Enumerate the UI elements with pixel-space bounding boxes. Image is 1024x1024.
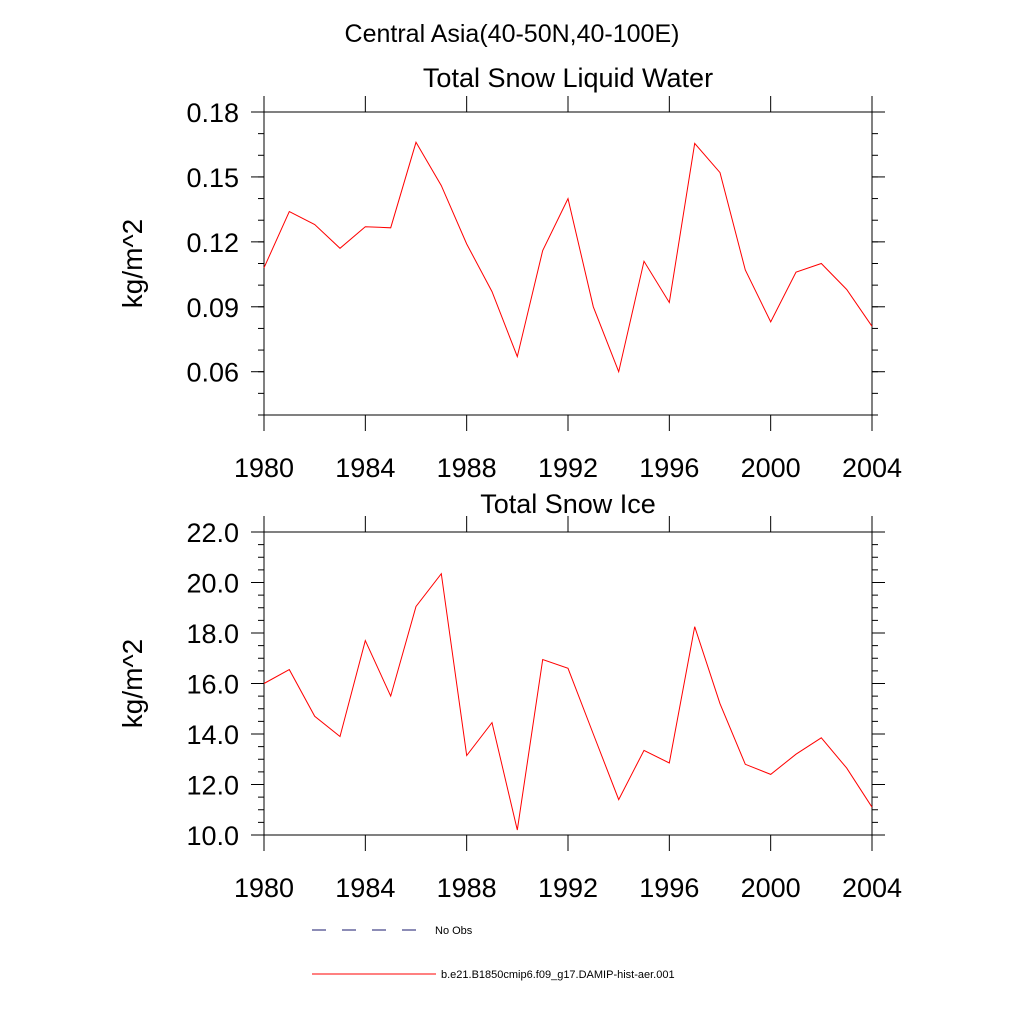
- y-tick-label: 0.09: [186, 293, 239, 323]
- y-axis-label: kg/m^2: [117, 219, 148, 308]
- y-tick-label: 22.0: [186, 518, 239, 548]
- legend: No Obs b.e21.B1850cmip6.f09_g17.DAMIP-hi…: [312, 925, 675, 981]
- x-tick-label: 1996: [639, 453, 699, 483]
- x-tick-label: 1980: [234, 453, 294, 483]
- y-tick-label: 0.18: [186, 98, 239, 128]
- y-tick-label: 18.0: [186, 619, 239, 649]
- panel-snow-liquid-water: Total Snow Liquid Water kg/m^2 1980 1984 198…: [117, 63, 902, 483]
- x-tick-label: 1988: [437, 873, 497, 903]
- y-tick-label: 16.0: [186, 670, 239, 700]
- x-tick-label: 2000: [741, 453, 801, 483]
- x-tick-label: 1996: [639, 873, 699, 903]
- legend-obs-label: No Obs: [435, 925, 473, 937]
- y-tick-label: 20.0: [186, 569, 239, 599]
- y-tick-label: 0.12: [186, 228, 239, 258]
- x-tick-label: 2004: [842, 453, 902, 483]
- x-tick-label: 2004: [842, 873, 902, 903]
- series-line: [263, 572, 873, 831]
- series-line: [263, 141, 873, 374]
- y-tick-label: 0.06: [186, 358, 239, 388]
- x-tick-label: 1988: [437, 453, 497, 483]
- chart-title: Total Snow Ice: [480, 489, 656, 519]
- y-tick-label: 10.0: [186, 821, 239, 851]
- y-tick-label: 12.0: [186, 771, 239, 801]
- plot-frame: [263, 531, 873, 836]
- legend-model-label: b.e21.B1850cmip6.f09_g17.DAMIP-hist-aer.…: [441, 969, 675, 981]
- x-tick-label: 1980: [234, 873, 294, 903]
- x-tick-label: 1992: [538, 873, 598, 903]
- main-title: Central Asia(40-50N,40-100E): [345, 20, 680, 48]
- x-tick-label: 1992: [538, 453, 598, 483]
- panel-snow-ice: Total Snow Ice kg/m^2 1980 1984 1988 1992 1996…: [117, 489, 902, 903]
- plot-frame: [263, 111, 873, 416]
- y-tick-label: 14.0: [186, 720, 239, 750]
- x-tick-label: 1984: [335, 453, 395, 483]
- y-tick-label: 0.15: [186, 163, 239, 193]
- chart-title: Total Snow Liquid Water: [423, 63, 713, 93]
- x-tick-label: 1984: [335, 873, 395, 903]
- y-axis-label: kg/m^2: [117, 639, 148, 728]
- x-tick-label: 2000: [741, 873, 801, 903]
